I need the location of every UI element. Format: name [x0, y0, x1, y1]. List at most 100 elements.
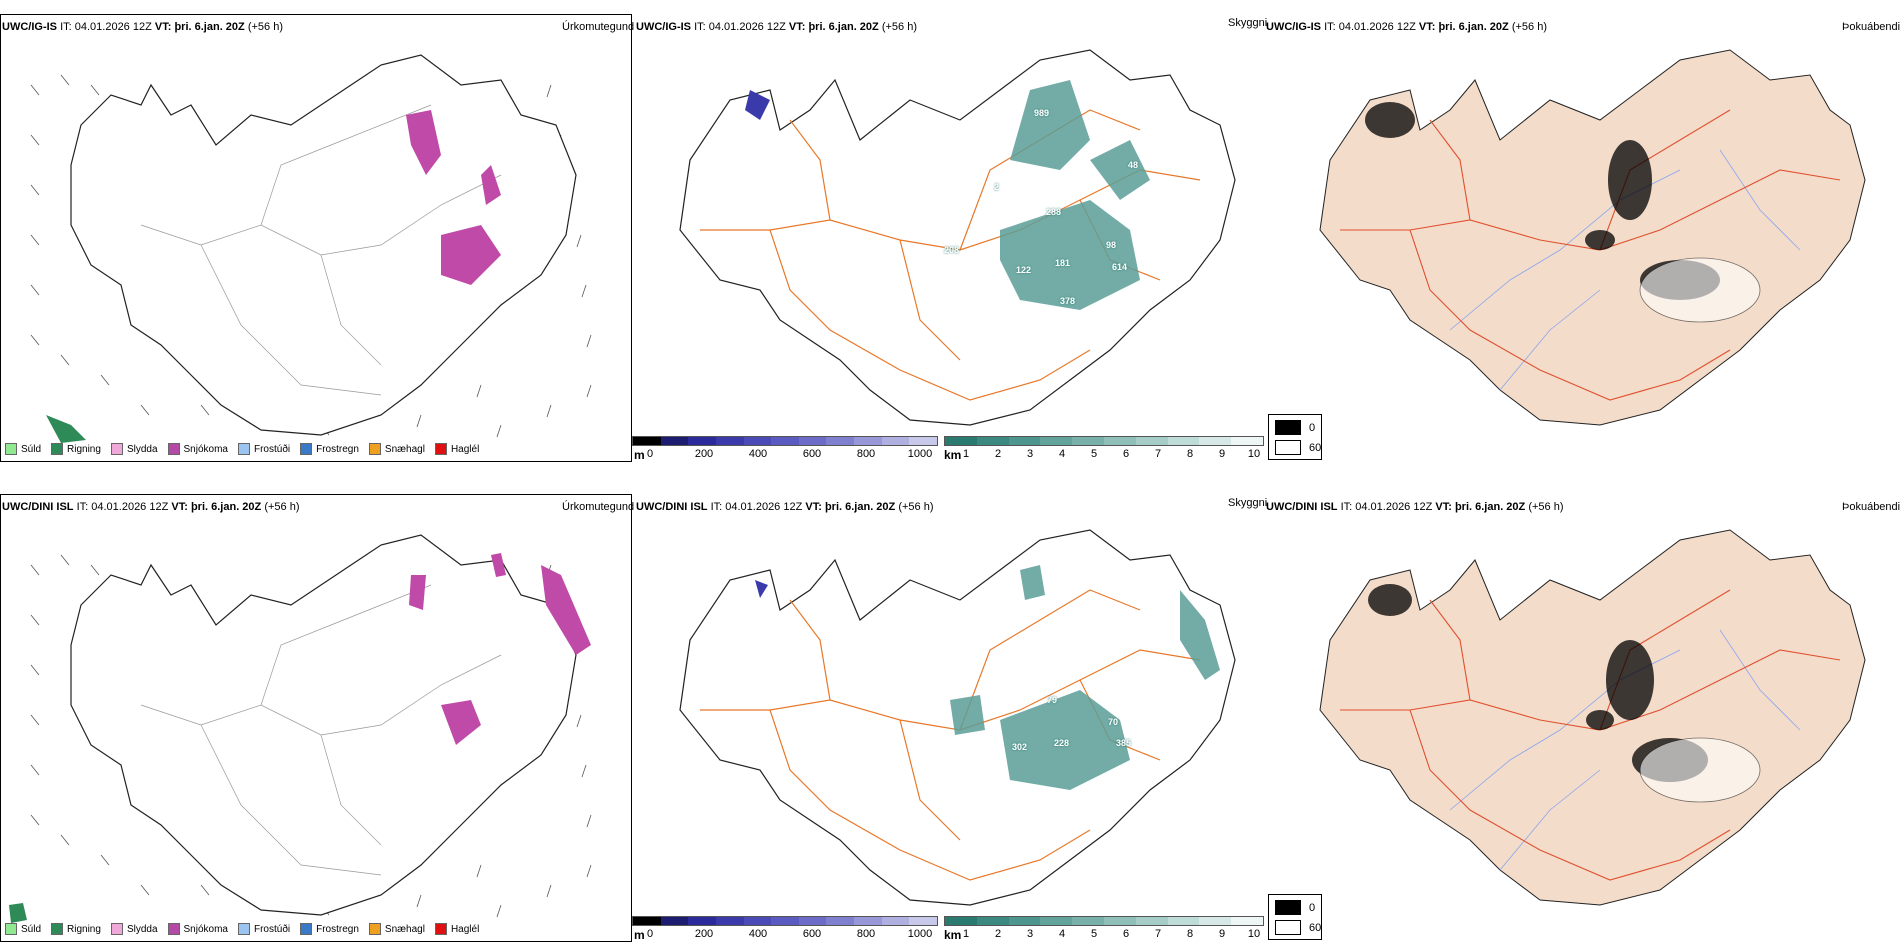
iceland-map — [30, 54, 592, 443]
visibility-ticks: 1 2 3 4 5 6 7 8 9 10 — [963, 928, 1260, 942]
visibility-colorbar-cells — [944, 916, 1264, 926]
legend-label: Snjókoma — [183, 443, 228, 455]
valid-label: VT: — [1435, 501, 1452, 513]
low-visibility-area — [950, 565, 1220, 790]
legend-item: Frostúði — [237, 443, 290, 455]
legend-label: Snjókoma — [183, 923, 228, 935]
fog-swatch — [1275, 420, 1301, 435]
coastline — [70, 54, 577, 436]
colorbar-tick-label: 6 — [1122, 928, 1130, 940]
colorbar-cell — [909, 917, 938, 925]
init-label: IT: — [76, 501, 89, 513]
valid-label: VT: — [171, 501, 188, 513]
panel-title-fog: Þokuábendi — [1842, 21, 1900, 33]
legend-swatch — [368, 443, 381, 455]
colorbar-tick-label: 2 — [994, 448, 1002, 460]
colorbar-tick-label: 6 — [1122, 448, 1130, 460]
legend-swatch — [434, 443, 447, 455]
fog-key: 0 60 — [1268, 414, 1322, 460]
colorbar-cell — [715, 917, 744, 925]
colorbar-tick-label: 0 — [646, 448, 654, 460]
colorbar-tick-label: 5 — [1090, 928, 1098, 940]
colorbar-cell — [798, 917, 827, 925]
init-label: IT: — [694, 21, 706, 33]
legend-item: Súld — [5, 443, 41, 455]
colorbar-tick-label: 800 — [856, 448, 876, 460]
colorbar-cell — [1008, 917, 1041, 925]
colorbar-tick-label: 8 — [1186, 928, 1194, 940]
colorbar-tick-label: 600 — [802, 928, 822, 940]
legend-item: Frostúði — [237, 923, 290, 935]
fog-map-2 — [1319, 529, 1866, 906]
fog-key-label: 0 — [1309, 901, 1316, 914]
colorbar-tick-label: 200 — [694, 928, 714, 940]
visibility-unit: km — [944, 448, 962, 462]
colorbar-tick-label: 800 — [856, 928, 876, 940]
colorbar-tick-label: 10 — [1247, 448, 1261, 460]
lead-time: (+56 h) — [247, 21, 283, 33]
valid-time: þri. 6.jan. 20Z — [808, 21, 879, 33]
legend-item: Slydda — [110, 923, 158, 935]
lead-time: (+56 h) — [898, 501, 934, 513]
colorbar-tick-label: 400 — [748, 928, 768, 940]
colorbar-tick-label: 1000 — [907, 928, 933, 940]
colorbar-cell — [826, 437, 855, 445]
low-visibility-area — [1000, 80, 1150, 310]
lead-time: (+56 h) — [1528, 501, 1564, 513]
colorbar-tick-label: 5 — [1090, 448, 1098, 460]
lead-time: (+56 h) — [264, 501, 300, 513]
valid-time: þri. 6.jan. 20Z — [1454, 501, 1526, 513]
ceiling-unit: m — [634, 448, 645, 462]
visibility-colorbar-cells — [944, 436, 1264, 446]
colorbar-cell — [1135, 437, 1168, 445]
panel-title-precip: Úrkomutegund — [562, 501, 635, 513]
value-label: 302 — [1012, 742, 1028, 752]
fog-key-row: 60 — [1275, 440, 1321, 455]
lead-time: (+56 h) — [881, 21, 917, 33]
legend-label: Frostregn — [316, 443, 359, 455]
colorbar-tick-label: 8 — [1186, 448, 1194, 460]
run-header: UWC/DINI ISL IT: 04.01.2026 12Z VT: þri.… — [2, 500, 300, 514]
valid-time: þri. 6.jan. 20Z — [824, 501, 896, 513]
colorbar-cell — [909, 437, 938, 445]
model-name: UWC/IG-IS — [1266, 21, 1321, 33]
ceiling-colorbar — [632, 436, 938, 446]
colorbar-cell — [660, 917, 689, 925]
legend-swatch — [110, 443, 123, 455]
colorbar-cell — [854, 437, 882, 445]
init-time: 04.01.2026 12Z — [725, 501, 803, 513]
panel-title-precip: Úrkomutegund — [562, 21, 635, 33]
precip-legend: Súld Rigning Slydda Snjókoma Frostúði Fr… — [5, 443, 479, 455]
run-header: UWC/DINI ISL IT: 04.01.2026 12Z VT: þri.… — [636, 500, 934, 514]
colorbar-tick-label: 9 — [1218, 928, 1226, 940]
valid-time: þri. 6.jan. 20Z — [190, 501, 262, 513]
legend-label: Súld — [21, 923, 42, 935]
value-label: 79 — [1047, 695, 1058, 705]
glacier — [1639, 737, 1761, 803]
panel-title-visibility: Skyggni — [1228, 497, 1268, 509]
colorbar-cell — [976, 917, 1009, 925]
colorbar-tick-label: 400 — [748, 448, 768, 460]
run-header: UWC/IG-IS IT: 04.01.2026 12Z VT: þri. 6.… — [1266, 20, 1547, 34]
visibility-tick-row: 1 2 3 4 5 6 7 8 9 10 — [963, 448, 1260, 462]
init-label: IT: — [60, 21, 72, 33]
legend-item: Snjókoma — [167, 923, 228, 935]
colorbar-tick-label: 4 — [1058, 448, 1066, 460]
valid-label: VT: — [154, 21, 172, 33]
colorbar-tick-label: 7 — [1154, 448, 1162, 460]
legend-item: Snæhagl — [368, 443, 425, 455]
init-time: 04.01.2026 12Z — [1338, 21, 1416, 33]
rain-area — [9, 903, 27, 923]
row-2: Súld Rigning Slydda Snjókoma Frostúði Fr… — [0, 480, 1900, 950]
colorbar-tick-label: 2 — [994, 928, 1002, 940]
colorbar-cell — [881, 437, 910, 445]
colorbar-cell — [688, 917, 716, 925]
colorbar-tick-label: 3 — [1026, 928, 1034, 940]
cloud-ceiling-area — [755, 580, 768, 598]
fog-key: 0 60 — [1268, 894, 1322, 940]
legend-item: Frostregn — [300, 923, 359, 935]
ceiling-unit: m — [634, 928, 645, 942]
legend-label: Snæhagl — [384, 923, 425, 935]
run-header: UWC/IG-IS IT: 04.01.2026 12Z VT: þri. 6.… — [636, 20, 917, 34]
legend-item: Rigning — [51, 923, 101, 935]
